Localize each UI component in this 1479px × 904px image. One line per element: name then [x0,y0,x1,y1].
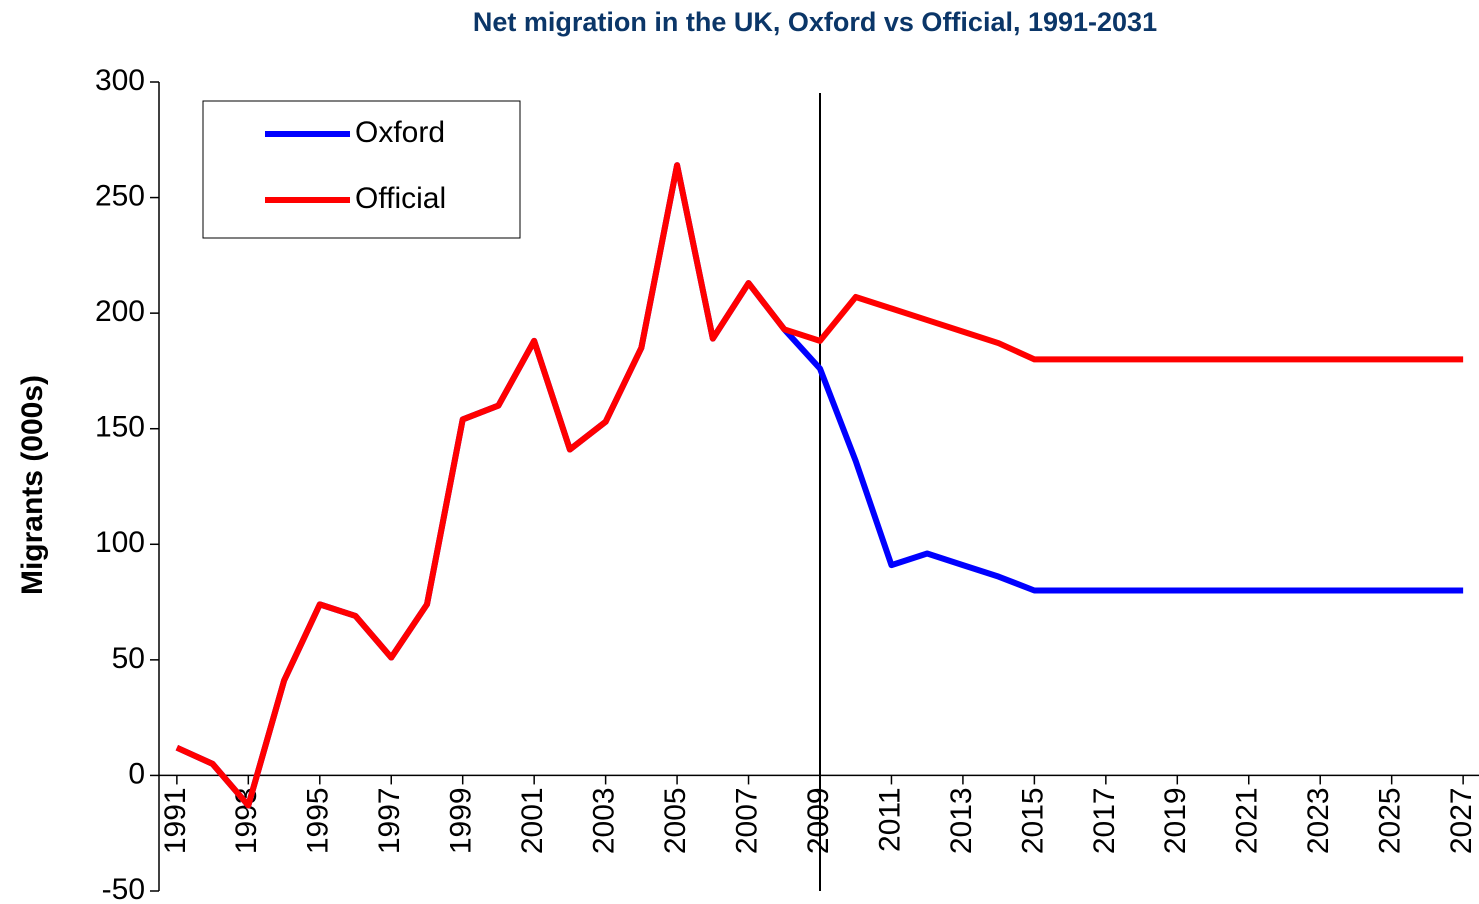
y-tick-label: 0 [128,757,145,790]
y-tick-label: 300 [95,64,145,97]
x-tick-label: 2009 [802,787,835,854]
legend-box [202,100,521,239]
series-line [175,162,1464,809]
x-tick-label: 1995 [302,787,335,854]
x-tick-label: 2007 [730,787,763,854]
y-tick-label: 50 [112,642,145,675]
x-tick-label: 1993 [230,787,263,854]
x-tick-label: 2017 [1088,787,1121,854]
x-tick-label: 2005 [659,787,692,854]
chart-title: Net migration in the UK, Oxford vs Offic… [473,7,1157,37]
y-tick-label: 200 [95,295,145,328]
x-tick-label: 1991 [159,787,192,854]
y-tick-label: 250 [95,179,145,212]
x-tick-label: 2019 [1159,787,1192,854]
x-tick-label: 2011 [873,787,906,852]
x-tick-label: 2015 [1016,787,1049,854]
legend-label: Oxford [355,116,445,149]
x-tick-label: 2003 [588,787,621,854]
legend-label: Official [355,182,446,215]
y-axis-label: Migrants (000s) [16,375,49,595]
y-tick-label: 150 [95,411,145,444]
x-tick-label: 2001 [516,787,549,854]
x-tick-label: 1997 [373,787,406,854]
x-tick-label: 2021 [1231,787,1264,854]
y-tick-label: 100 [95,526,145,559]
x-tick-label: 2023 [1302,787,1335,854]
x-tick-label: 2013 [945,787,978,854]
y-tick-label: -50 [102,873,145,904]
x-tick-label: 2027 [1445,787,1478,854]
x-tick-label: 1999 [445,787,478,854]
x-tick-label: 2025 [1374,787,1407,854]
